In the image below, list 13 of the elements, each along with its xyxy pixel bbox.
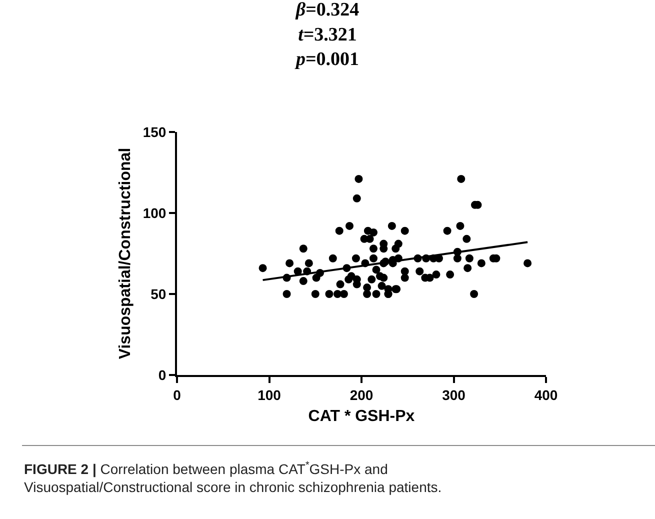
caption: FIGURE 2 | Correlation between plasma CAT$^{*}$GSH-Px and Visuospatial/Constructional score in chronic schizophrenia patients.	[24, 460, 442, 496]
chart-title: β=0.324 t=3.321 p=0.001	[294, 0, 360, 70]
y-tick-label: 150	[142, 124, 166, 140]
y-tick-label: 0	[158, 366, 166, 383]
x-tick-label: 200	[350, 386, 374, 403]
x-tick-label: 0	[173, 386, 182, 403]
y-tick-label: 50	[150, 286, 166, 302]
x-tick-label: 400	[534, 386, 558, 403]
y-tick-label: 100	[142, 204, 166, 221]
x-tick-label: 100	[258, 386, 282, 403]
y-axis-title: Visuospatial/Constructional	[117, 148, 134, 360]
x-axis-title: CAT * GSH-Px	[308, 408, 415, 425]
x-tick-label: 300	[442, 386, 466, 403]
